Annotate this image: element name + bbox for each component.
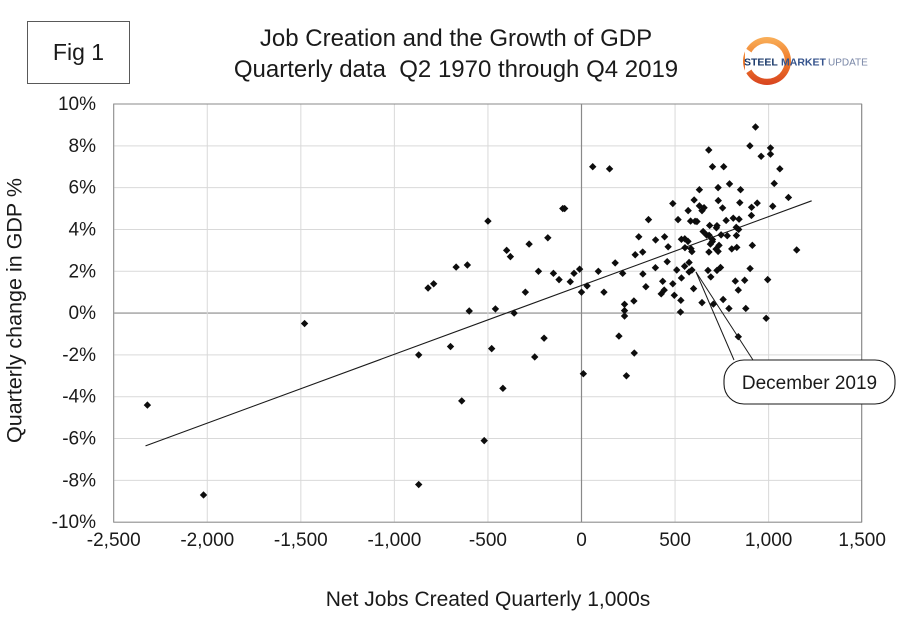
svg-text:0: 0 bbox=[576, 530, 587, 551]
svg-text:December 2019: December 2019 bbox=[742, 373, 877, 394]
svg-text:-2%: -2% bbox=[62, 345, 96, 366]
svg-text:2%: 2% bbox=[69, 261, 97, 282]
svg-text:6%: 6% bbox=[69, 178, 97, 199]
svg-text:-2,000: -2,000 bbox=[180, 530, 234, 551]
svg-text:-1,000: -1,000 bbox=[367, 530, 421, 551]
svg-text:-4%: -4% bbox=[62, 387, 96, 408]
svg-text:-500: -500 bbox=[469, 530, 507, 551]
svg-text:-2,500: -2,500 bbox=[87, 530, 141, 551]
svg-text:500: 500 bbox=[659, 530, 691, 551]
svg-text:10%: 10% bbox=[58, 94, 96, 115]
svg-text:-8%: -8% bbox=[62, 470, 96, 491]
svg-text:8%: 8% bbox=[69, 136, 97, 157]
svg-text:-1,500: -1,500 bbox=[274, 530, 328, 551]
svg-text:4%: 4% bbox=[69, 219, 97, 240]
svg-text:0%: 0% bbox=[69, 303, 97, 324]
svg-text:1,000: 1,000 bbox=[745, 530, 793, 551]
svg-text:-6%: -6% bbox=[62, 429, 96, 450]
svg-text:1,500: 1,500 bbox=[838, 530, 886, 551]
